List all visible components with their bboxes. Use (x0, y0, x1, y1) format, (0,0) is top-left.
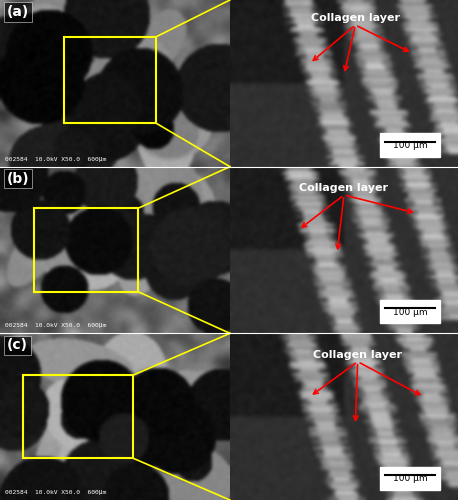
Text: 002584  10.0kV X50.0  600μm: 002584 10.0kV X50.0 600μm (5, 324, 106, 328)
Text: 100 μm: 100 μm (393, 141, 427, 150)
Text: (b): (b) (7, 172, 29, 185)
FancyBboxPatch shape (381, 134, 440, 156)
Bar (65, 36, 156, 124)
Text: Collagen layer: Collagen layer (300, 184, 388, 194)
Text: Collagen layer: Collagen layer (311, 14, 400, 24)
Text: 100 μm: 100 μm (393, 308, 427, 316)
Text: (c): (c) (7, 338, 28, 352)
Bar (23, 375, 133, 458)
Text: 100 μm: 100 μm (393, 474, 427, 484)
Text: 002584  10.0kV X50.0  600μm: 002584 10.0kV X50.0 600μm (5, 156, 106, 162)
FancyBboxPatch shape (381, 300, 440, 324)
FancyBboxPatch shape (381, 466, 440, 490)
Bar (34, 208, 138, 292)
Text: (a): (a) (7, 5, 29, 19)
Text: Collagen layer: Collagen layer (313, 350, 402, 360)
Text: 002584  10.0kV X50.0  600μm: 002584 10.0kV X50.0 600μm (5, 490, 106, 495)
